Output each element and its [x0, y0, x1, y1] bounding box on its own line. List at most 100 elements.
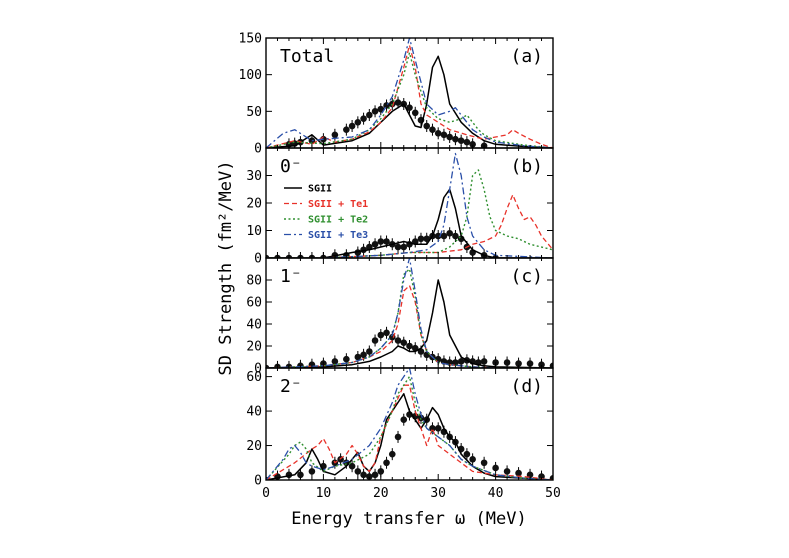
series-line-sgii — [266, 279, 553, 368]
data-point — [515, 360, 522, 367]
data-point — [394, 99, 402, 106]
y-tick-label: 80 — [246, 274, 262, 289]
data-point — [360, 471, 367, 479]
series-line-sgii-te3 — [266, 258, 553, 368]
data-point — [366, 111, 373, 119]
data-point — [434, 232, 442, 240]
data-point — [549, 362, 553, 368]
data-point — [434, 130, 442, 137]
data-point — [348, 462, 356, 470]
y-axis-title: SD Strength (fm²/MeV) — [216, 161, 236, 376]
y-tick-label: 20 — [246, 197, 262, 212]
data-point — [308, 468, 316, 475]
y-tick-label: 40 — [246, 318, 262, 333]
data-point — [354, 119, 362, 126]
y-tick-label: 150 — [239, 32, 262, 47]
data-point — [354, 353, 362, 361]
data-point — [377, 238, 385, 245]
x-tick-label: 0 — [262, 486, 270, 501]
data-point — [452, 135, 459, 143]
y-tick-label: 20 — [246, 340, 262, 355]
data-point — [515, 469, 522, 477]
x-tick-label: 40 — [488, 486, 504, 501]
y-tick-label: 100 — [239, 68, 262, 83]
data-point — [394, 433, 402, 441]
data-point — [503, 359, 511, 366]
y-tick-label: 60 — [246, 370, 262, 385]
data-point — [440, 131, 448, 139]
data-points — [266, 408, 553, 480]
y-tick-label: 0 — [254, 474, 262, 489]
y-tick-label: 10 — [246, 224, 262, 239]
data-point — [383, 459, 390, 467]
data-point — [394, 243, 402, 251]
panel-frame — [265, 367, 554, 481]
y-tick-label: 0 — [254, 252, 262, 267]
x-tick-label: 20 — [373, 486, 389, 501]
data-point — [526, 360, 534, 367]
panel-tag: (b) — [510, 156, 543, 177]
data-point — [429, 126, 436, 133]
data-point — [377, 331, 385, 339]
y-tick-label: 0 — [254, 362, 262, 377]
series-line-sgii-te1 — [266, 284, 553, 368]
series-line-sgii-te3 — [266, 152, 553, 258]
data-point — [452, 232, 459, 240]
series-line-sgii-te2 — [266, 52, 553, 148]
data-point — [452, 359, 459, 366]
series-line-sgii-te1 — [266, 44, 553, 148]
data-point — [503, 468, 511, 475]
series-line-sgii — [266, 188, 553, 258]
data-point — [417, 235, 425, 243]
data-point — [423, 351, 431, 359]
legend-entry: SGII — [308, 184, 332, 195]
legend-entry: SGII + Te2 — [308, 215, 368, 226]
panel-tag: (c) — [510, 266, 543, 287]
legend-entry: SGII + Te3 — [308, 230, 368, 241]
data-point — [400, 339, 408, 347]
data-point — [406, 104, 413, 111]
panel-b: 0 10 20 30 0⁻ (b) — [246, 147, 554, 267]
panel-tag: (d) — [510, 376, 543, 397]
data-point — [549, 474, 553, 480]
data-point — [480, 358, 488, 365]
panel-title: 1⁻ — [280, 266, 302, 287]
y-tick-label: 20 — [246, 439, 262, 454]
data-point — [394, 337, 402, 344]
data-point — [440, 232, 448, 240]
y-tick-label: 60 — [246, 296, 262, 311]
data-point — [360, 115, 367, 122]
panel-a: 0 50 100 150 Total (a) — [239, 32, 554, 157]
data-point — [446, 133, 453, 141]
y-tick-label: 50 — [246, 105, 262, 120]
data-point — [434, 355, 442, 363]
data-point — [383, 238, 390, 245]
data-point — [492, 464, 499, 472]
x-axis-title: Energy transfer ω (MeV) — [291, 509, 526, 529]
data-point — [457, 358, 465, 365]
data-point — [331, 131, 339, 139]
data-point — [383, 329, 390, 337]
y-tick-label: 30 — [246, 169, 262, 184]
legend: SGII SGII + Te1 SGII + Te2 SGII + Te3 — [284, 184, 368, 241]
data-point — [463, 138, 471, 146]
data-point — [446, 229, 453, 237]
panel-title: Total — [280, 46, 334, 67]
series-line-sgii-te1 — [266, 384, 553, 480]
y-tick-label: 0 — [254, 142, 262, 157]
data-point — [371, 337, 379, 344]
data-point — [331, 358, 339, 365]
series-line-sgii — [266, 55, 553, 148]
data-point — [429, 425, 436, 432]
data-point — [366, 348, 373, 355]
panel-d: 0 20 40 60 2⁻ (d) — [246, 367, 554, 489]
data-point — [377, 105, 385, 113]
data-point — [406, 342, 413, 350]
series-line-sgii — [266, 393, 553, 480]
data-point — [400, 243, 408, 251]
data-point — [371, 108, 379, 115]
data-point — [266, 364, 270, 368]
data-point — [266, 254, 270, 258]
